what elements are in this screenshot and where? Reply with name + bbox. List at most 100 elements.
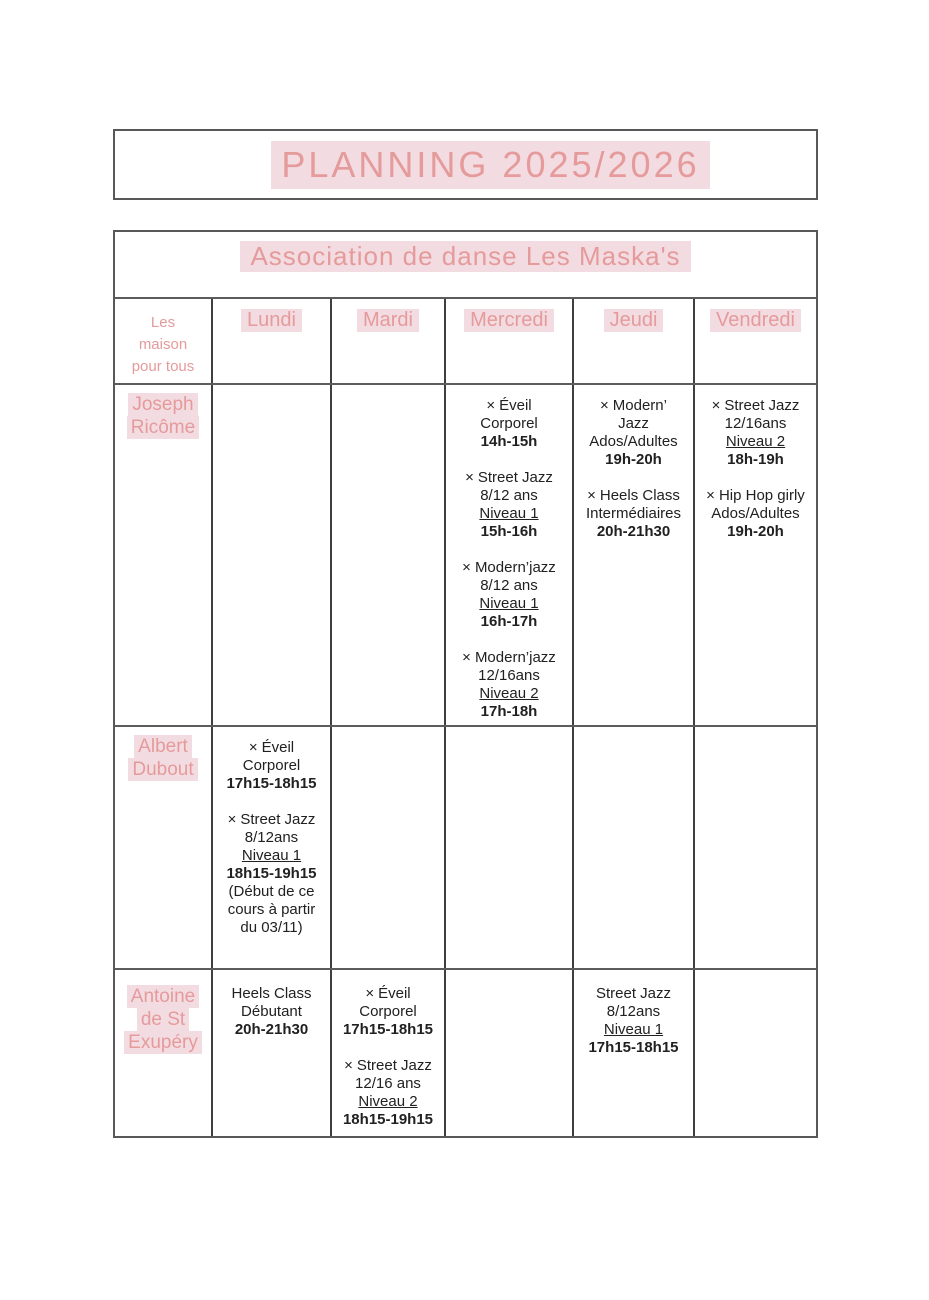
class-line-text: Éveil (499, 397, 532, 414)
class-line-text: Corporel (480, 415, 538, 432)
class-entry: × Street Jazz 8/12ans Niveau 1 18h15-19h15 (D… (213, 811, 330, 937)
schedule-cell: Street Jazz 8/12ans Niveau 1 17h15-18h15 (572, 970, 693, 1136)
schedule-cell (693, 970, 816, 1136)
class-line-text: Éveil (378, 985, 411, 1002)
day-header-label: Vendredi (710, 309, 801, 332)
class-line: Heels Class (213, 985, 330, 1003)
schedule-cell (444, 727, 572, 968)
class-line: × Éveil (332, 985, 444, 1003)
class-entry: × Éveil Corporel 17h15-18h15 (332, 985, 444, 1039)
page-title: PLANNING 2025/2026 (271, 140, 710, 189)
class-line-text: cours à partir (227, 901, 316, 918)
class-line-text: Niveau 1 (241, 847, 302, 864)
class-line-text: Éveil (261, 739, 295, 756)
class-line: × Street Jazz (332, 1057, 444, 1075)
class-line-text: Street Jazz (477, 469, 553, 486)
class-bullet: × (344, 1057, 353, 1074)
location-name-line: Ricôme (126, 416, 200, 439)
schedule-cell: × Éveil Corporel 14h-15h × Street Jazz 8/12 an… (444, 385, 572, 725)
day-header-label: Mercredi (464, 309, 554, 332)
location-row-joseph-ricome: Joseph Ricôme × Éveil Corporel 14h-15h × Stre… (115, 383, 816, 725)
class-line-text: 8/12 ans (480, 487, 538, 504)
schedule-cell (572, 727, 693, 968)
class-entry: × Éveil Corporel 17h15-18h15 (213, 739, 330, 793)
class-line-text: Niveau 1 (479, 595, 539, 612)
schedule-cell: × Modern’ Jazz Ados/Adultes 19h-20h × Heels Cl… (572, 385, 693, 725)
class-line: × Éveil (213, 739, 330, 757)
class-bullet: × (462, 649, 471, 666)
day-header-lundi: Lundi (211, 299, 330, 383)
class-line: 20h-21h30 (213, 1021, 330, 1039)
location-name-line: Exupéry (124, 1031, 202, 1054)
class-line-text: 8/12ans (606, 1003, 661, 1020)
class-line-text: Intermédiaires (585, 505, 682, 522)
class-bullet: × (600, 397, 609, 414)
class-line: 8/12 ans (446, 577, 572, 595)
day-header-jeudi: Jeudi (572, 299, 693, 383)
class-line-text: Corporel (359, 1003, 417, 1020)
day-header-vendredi: Vendredi (693, 299, 816, 383)
class-line: Corporel (446, 415, 572, 433)
class-line-text: Modern’ (612, 397, 667, 414)
class-line: × Éveil (446, 397, 572, 415)
class-line: Niveau 2 (695, 433, 816, 451)
class-line: Niveau 2 (332, 1093, 444, 1111)
class-line-text: Débutant (241, 1003, 302, 1020)
schedule-cell (330, 385, 444, 725)
class-line-text: Ados/Adultes (589, 433, 678, 450)
class-line-text: 18h15-19h15 (342, 1111, 434, 1128)
class-line: × Modern’jazz (446, 649, 572, 667)
class-line-text: Modern’jazz (474, 559, 556, 576)
class-line-text: 20h-21h30 (234, 1021, 309, 1038)
class-line: Corporel (332, 1003, 444, 1021)
title-box: PLANNING 2025/2026 (113, 129, 818, 200)
class-line-text: 19h-20h (605, 451, 662, 468)
schedule-cell (444, 970, 572, 1136)
class-line-text: Street Jazz (595, 985, 672, 1002)
class-entry: Street Jazz 8/12ans Niveau 1 17h15-18h15 (574, 985, 693, 1057)
location-name-line: Albert (134, 735, 192, 758)
class-line-text: Ados/Adultes (711, 505, 800, 522)
class-line-text: du 03/11) (240, 919, 303, 936)
schedule-cell (330, 727, 444, 968)
class-line: 18h-19h (695, 451, 816, 469)
location-name-line: Antoine (126, 985, 200, 1008)
class-line-text: 12/16 ans (355, 1075, 421, 1092)
class-line-text: 16h-17h (480, 613, 538, 630)
class-entry: × Hip Hop girly Ados/Adultes 19h-20h (695, 487, 816, 541)
class-line: Corporel (213, 757, 330, 775)
location-row-antoine-de-st-exupery: Antoine de St Exupéry Heels Class Débutan… (115, 968, 816, 1136)
class-line-text: Corporel (242, 757, 301, 774)
class-line-text: Street Jazz (724, 397, 800, 414)
corner-label-line: Les (150, 314, 176, 331)
class-line-text: Street Jazz (356, 1057, 432, 1074)
class-line: Ados/Adultes (574, 433, 693, 451)
class-line-text: Niveau 1 (603, 1021, 664, 1038)
day-header-label: Lundi (241, 309, 302, 332)
class-line: 20h-21h30 (574, 523, 693, 541)
class-bullet: × (711, 397, 721, 414)
class-line-text: Niveau 2 (358, 1093, 418, 1110)
class-line: 18h15-19h15 (213, 865, 330, 883)
class-line: cours à partir (213, 901, 330, 919)
class-line-text: Modern’jazz (474, 649, 556, 666)
class-line: (Début de ce (213, 883, 330, 901)
class-line: Niveau 1 (446, 595, 572, 613)
class-line: Débutant (213, 1003, 330, 1021)
class-line: Jazz (574, 415, 693, 433)
class-line: Niveau 1 (213, 847, 330, 865)
class-line-text: 19h-20h (727, 523, 784, 540)
location-name-cell: Albert Dubout (115, 727, 211, 968)
class-entry: × Heels Class Intermédiaires 20h-21h30 (574, 487, 693, 541)
class-entry: × Modern’ Jazz Ados/Adultes 19h-20h (574, 397, 693, 469)
class-line: du 03/11) (213, 919, 330, 937)
association-title: Association de danse Les Maska's (240, 241, 691, 272)
class-entry: × Street Jazz 12/16ans Niveau 2 18h-19h (695, 397, 816, 469)
class-line: 17h15-18h15 (213, 775, 330, 793)
class-entry: × Éveil Corporel 14h-15h (446, 397, 572, 451)
day-header-mardi: Mardi (330, 299, 444, 383)
class-line: 8/12 ans (446, 487, 572, 505)
class-line-text: 20h-21h30 (596, 523, 671, 540)
class-entry: × Modern’jazz 8/12 ans Niveau 1 16h-17h (446, 559, 572, 631)
class-line-text: 17h15-18h15 (588, 1039, 679, 1056)
